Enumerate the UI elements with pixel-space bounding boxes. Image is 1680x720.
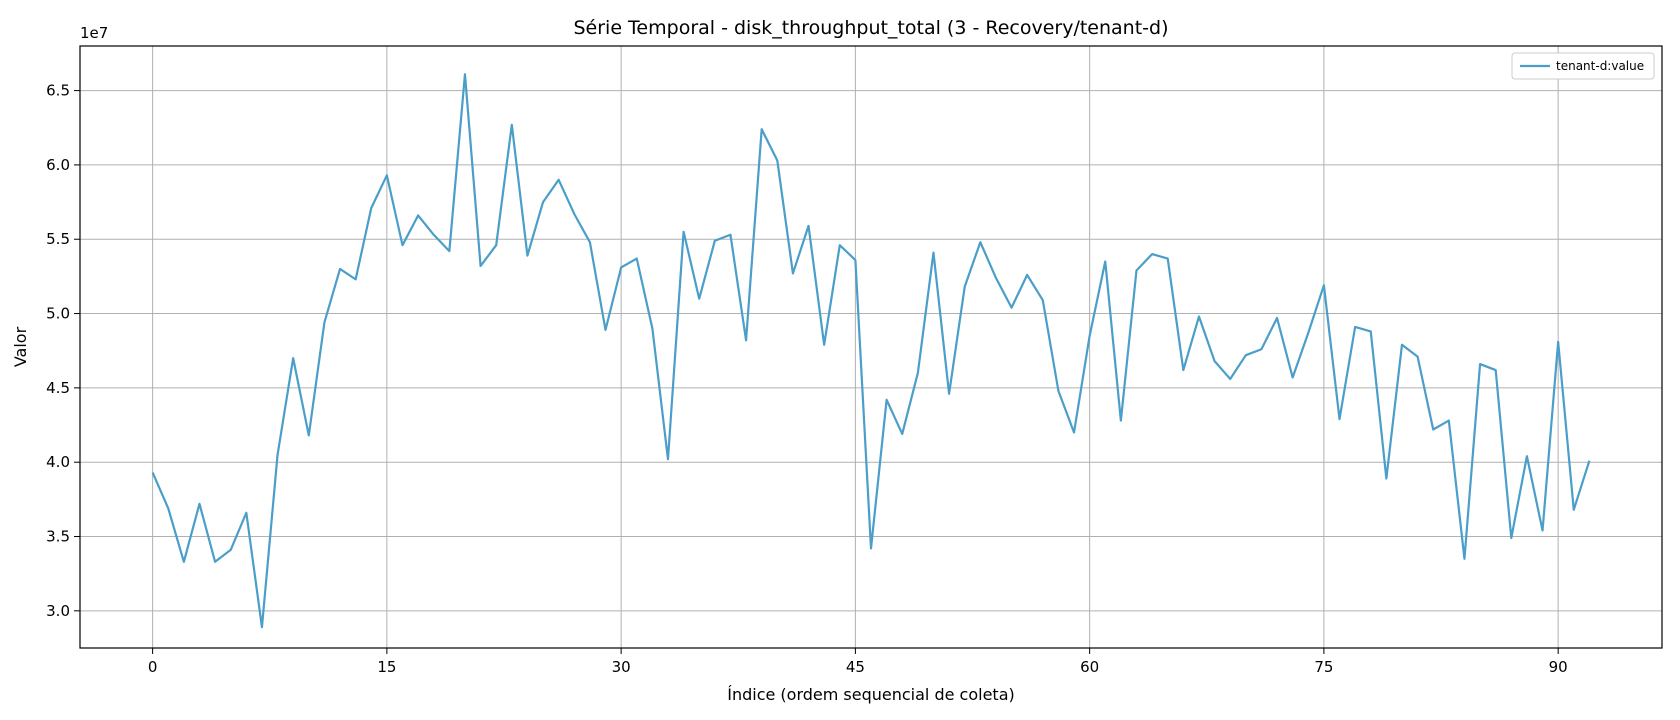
plot-frame: [79, 45, 1663, 649]
y-tick-label: 4.0: [46, 453, 70, 471]
chart-title: Série Temporal - disk_throughput_total (…: [573, 17, 1168, 39]
y-tick-label: 6.0: [46, 156, 70, 174]
x-tick-label: 15: [377, 658, 396, 676]
series-layer: [151, 73, 1591, 629]
x-tick-label: 75: [1314, 658, 1333, 676]
legend-label: tenant-d:value: [1556, 59, 1644, 73]
axis-ticks: 0 15 30 45 60 75 90 3.0 3.5 4.0 4.5 5.0 5.5 6.0 6.5: [46, 82, 1568, 676]
y-tick-label: 3.5: [46, 528, 70, 546]
series-line-tenant-d: [151, 73, 1591, 629]
y-tick-label: 4.5: [46, 379, 70, 397]
y-tick-label: 5.5: [46, 230, 70, 248]
y-tick-label: 6.5: [46, 82, 70, 100]
x-tick-label: 45: [846, 658, 865, 676]
y-tick-label: 3.0: [46, 602, 70, 620]
x-tick-label: 30: [612, 658, 631, 676]
x-tick-label: 60: [1080, 658, 1099, 676]
x-tick-label: 0: [148, 658, 158, 676]
y-tick-label: 5.0: [46, 305, 70, 323]
y-axis-offset-label: 1e7: [80, 24, 108, 42]
x-axis-title: Índice (ordem sequencial de coleta): [727, 685, 1015, 704]
grid: [80, 46, 1662, 648]
legend: tenant-d:value: [1511, 52, 1655, 80]
legend-box: [1511, 52, 1655, 80]
y-axis-title: Valor: [11, 326, 30, 367]
x-tick-label: 90: [1549, 658, 1568, 676]
